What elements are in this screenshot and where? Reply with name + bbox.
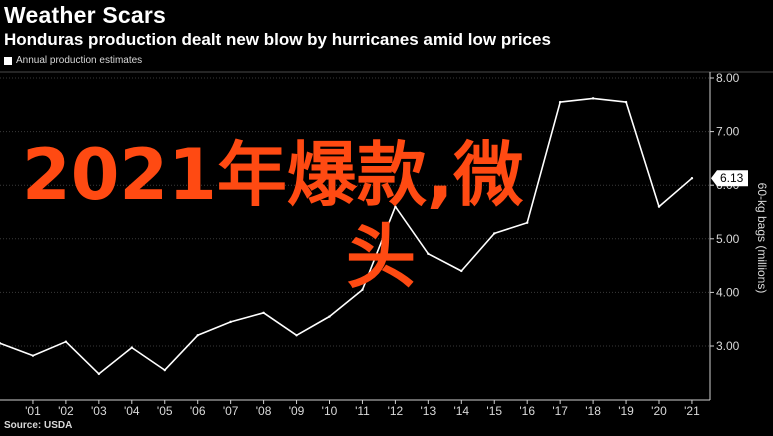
x-tick-label: '12	[388, 404, 404, 418]
data-point	[558, 100, 562, 104]
x-tick-label: '15	[486, 404, 502, 418]
y-tick-label: 8.00	[716, 71, 740, 85]
source-note: Source: USDA	[4, 420, 73, 431]
x-tick-label: '20	[651, 404, 667, 418]
data-point	[361, 288, 364, 291]
data-point	[526, 221, 529, 224]
x-tick-label: '19	[618, 404, 634, 418]
chart-subtitle: Honduras production dealt new blow by hu…	[4, 30, 551, 49]
y-axis-label: 60-kg bags (millions)	[755, 183, 769, 294]
data-point	[394, 205, 397, 208]
x-tick-label: '01	[25, 404, 41, 418]
data-point	[0, 342, 2, 345]
data-point	[427, 252, 430, 256]
x-tick-label: '16	[519, 404, 535, 418]
data-point	[690, 177, 694, 180]
chart-title: Weather Scars	[4, 2, 166, 28]
legend-label: Annual production estimates	[16, 55, 143, 66]
y-tick-label: 7.00	[716, 125, 740, 139]
data-point	[657, 205, 661, 208]
last-value-flag	[711, 170, 748, 187]
data-point	[64, 340, 68, 343]
legend-swatch	[4, 56, 12, 65]
data-point	[493, 232, 496, 235]
data-point	[97, 372, 101, 376]
data-point	[295, 334, 298, 337]
series-line	[0, 97, 693, 375]
x-tick-label: '10	[322, 404, 338, 418]
data-point	[591, 97, 595, 100]
x-tick-label: '17	[552, 404, 568, 418]
x-tick-label: '03	[91, 404, 107, 418]
data-point	[460, 269, 463, 273]
y-tick-label: 3.00	[716, 339, 740, 353]
x-tick-label: '07	[223, 404, 239, 418]
x-tick-label: '09	[289, 404, 305, 418]
y-tick-label: 5.00	[716, 232, 740, 246]
x-tick-label: '08	[256, 404, 272, 418]
x-tick-label: '14	[453, 404, 469, 418]
x-tick-label: '06	[190, 404, 206, 418]
data-point	[328, 315, 331, 318]
data-point	[229, 320, 232, 324]
data-point	[624, 100, 628, 104]
x-tick-label: '18	[585, 404, 601, 418]
data-point	[163, 368, 166, 372]
data-point	[262, 311, 265, 314]
x-tick-label: '11	[355, 404, 370, 418]
data-point	[196, 334, 199, 337]
x-tick-label: '04	[124, 404, 140, 418]
y-tick-label: 4.00	[716, 285, 740, 299]
legend: Annual production estimates	[4, 55, 142, 66]
data-point	[130, 346, 133, 349]
x-tick-label: '13	[421, 404, 437, 418]
x-tick-label: '05	[157, 404, 173, 418]
x-tick-label: '02	[58, 404, 74, 418]
x-tick-label: '21	[684, 404, 700, 418]
last-value-label: 6.13	[720, 171, 744, 185]
data-point	[31, 354, 35, 357]
